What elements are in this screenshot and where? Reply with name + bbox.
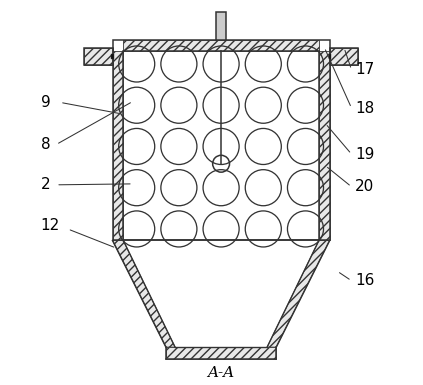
Polygon shape [267,241,330,347]
Bar [330,48,358,65]
Bar [329,54,332,59]
Bar [111,54,114,59]
Bar [216,12,226,40]
Text: 8: 8 [41,137,50,152]
Bar [84,48,113,65]
Polygon shape [123,40,319,50]
Polygon shape [330,48,358,65]
Polygon shape [113,50,123,241]
Text: A-A: A-A [208,367,235,380]
Polygon shape [319,50,330,241]
Polygon shape [113,241,175,347]
Text: 9: 9 [41,95,50,110]
Text: 20: 20 [355,179,375,194]
Text: 16: 16 [355,273,375,288]
Text: 17: 17 [355,62,375,77]
Text: 2: 2 [41,177,50,192]
Text: 19: 19 [355,147,375,162]
Polygon shape [84,48,113,65]
Polygon shape [166,347,276,359]
Text: 12: 12 [41,218,60,233]
Text: 18: 18 [355,100,375,115]
